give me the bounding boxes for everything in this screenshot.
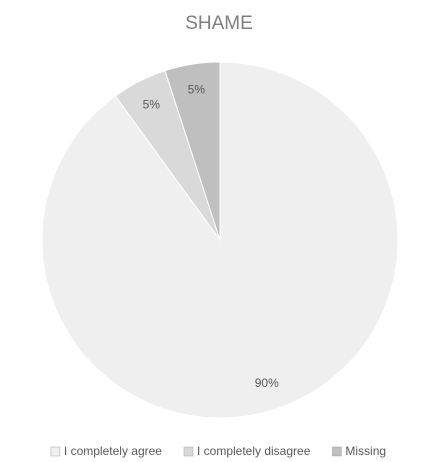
- data-label: 5%: [143, 97, 161, 111]
- legend-swatch: [50, 446, 61, 457]
- pie-slice: [41, 61, 399, 419]
- chart-title: SHAME: [185, 13, 253, 34]
- data-label: 90%: [255, 376, 279, 390]
- data-label: 5%: [188, 83, 206, 97]
- legend-swatch: [183, 446, 194, 457]
- legend-label: Missing: [345, 444, 386, 458]
- pie-slice: [164, 61, 221, 241]
- legend-swatch: [332, 446, 342, 457]
- legend-label: I completely disagree: [197, 444, 311, 458]
- legend-label: I completely agree: [64, 444, 162, 458]
